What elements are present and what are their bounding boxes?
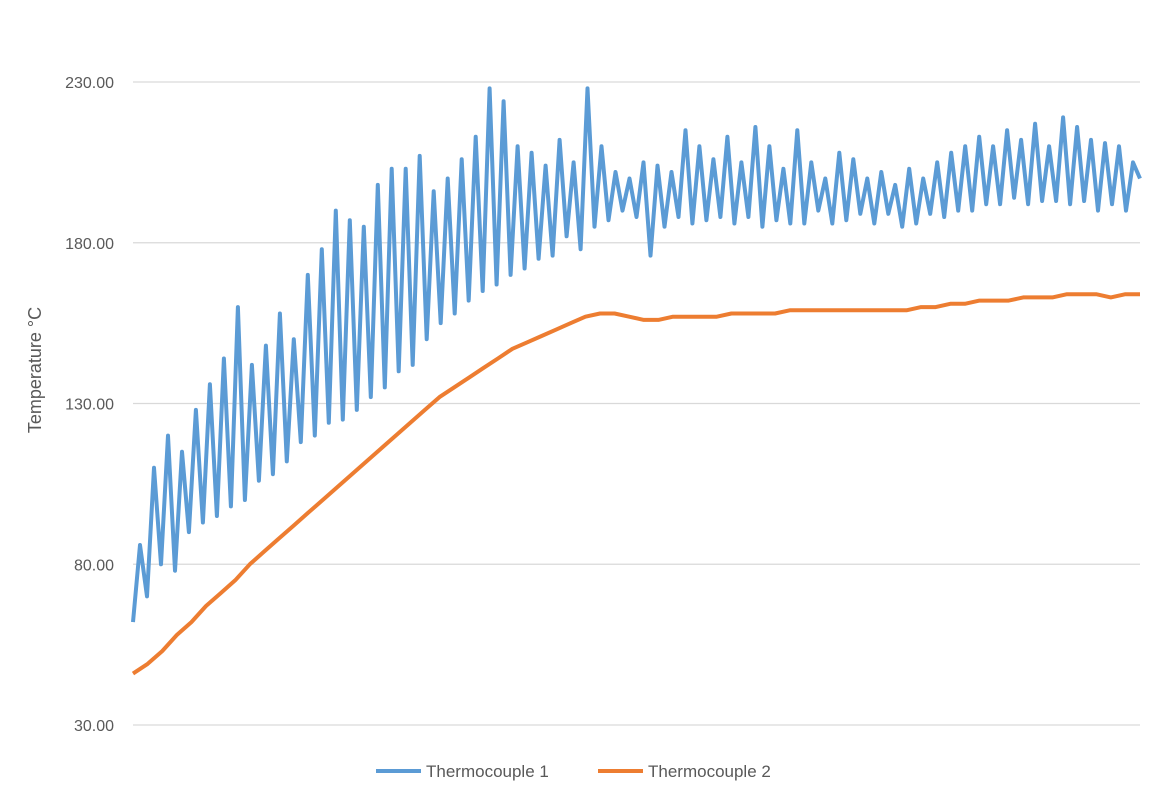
plot-area — [131, 86, 1142, 676]
legend-label-2: Thermocouple 2 — [648, 762, 771, 781]
series-line-1 — [131, 86, 1142, 623]
y-tick-label: 130.00 — [65, 397, 114, 414]
legend-label-1: Thermocouple 1 — [426, 762, 549, 781]
y-axis-title: Temperature °C — [25, 307, 45, 433]
series-line-2 — [131, 292, 1140, 676]
y-axis-ticks: 30.00 80.00 130.00 180.00 230.00 — [65, 75, 114, 735]
y-tick-label: 230.00 — [65, 75, 114, 92]
legend: Thermocouple 1 Thermocouple 2 — [376, 762, 771, 781]
y-tick-label: 180.00 — [65, 236, 114, 253]
y-tick-label: 80.00 — [74, 557, 114, 574]
y-tick-label: 30.00 — [74, 718, 114, 735]
